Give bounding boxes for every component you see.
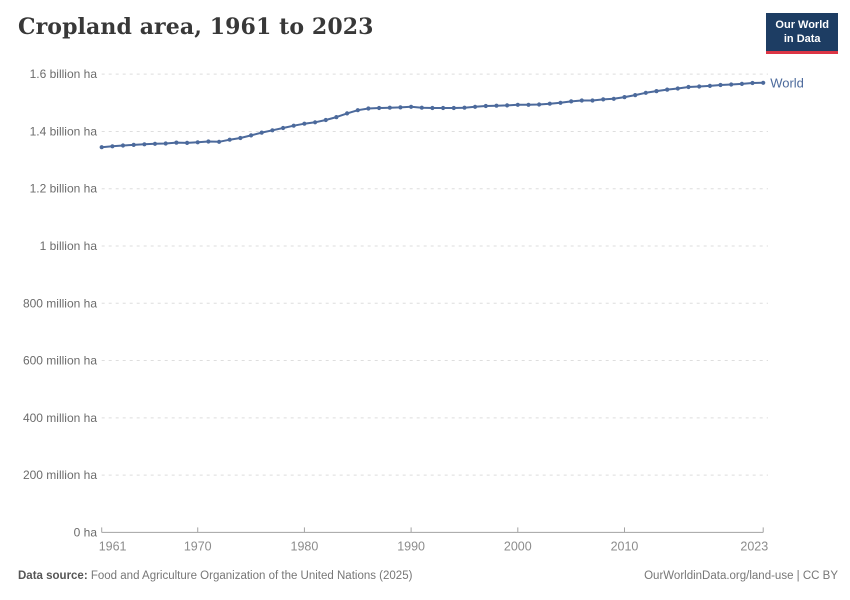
data-point [313, 120, 318, 125]
data-point [281, 125, 286, 131]
x-axis-label: 2010 [611, 539, 639, 553]
credit-link[interactable]: OurWorldinData.org/land-use | CC BY [644, 570, 838, 582]
data-point [291, 123, 296, 128]
world-series-line[interactable] [100, 81, 765, 149]
data-point [451, 105, 456, 111]
data-point [99, 145, 104, 150]
y-axis-label: 800 million ha [23, 296, 97, 310]
x-axis-label: 1980 [291, 539, 319, 553]
data-point [270, 128, 275, 133]
owid-logo-line1: Our World [775, 19, 829, 31]
y-axis-label: 600 million ha [23, 354, 97, 368]
data-point [398, 105, 403, 110]
data-point [547, 101, 552, 106]
data-point [174, 140, 179, 145]
data-point [163, 141, 168, 146]
data-point [473, 104, 478, 109]
data-point [131, 142, 136, 147]
data-point [462, 105, 467, 110]
data-point [323, 117, 328, 123]
data-point [387, 105, 392, 110]
data-point [537, 102, 542, 107]
y-axis-label: 400 million ha [23, 411, 97, 425]
data-point [355, 108, 360, 113]
data-source-text: Food and Agriculture Organization of the… [87, 570, 413, 582]
data-point [345, 111, 350, 116]
data-point [505, 103, 510, 108]
data-point [120, 143, 126, 148]
data-point [366, 106, 371, 111]
series-world[interactable]: World [99, 75, 804, 150]
y-axis-label: 0 ha [74, 525, 98, 539]
page-title: Cropland area, 1961 to 2023 [18, 14, 374, 40]
data-point [110, 144, 115, 149]
data-point [419, 105, 424, 110]
data-point [377, 105, 382, 111]
y-axis-label: 1.2 billion ha [30, 182, 98, 196]
data-point [675, 86, 680, 91]
data-point [601, 97, 606, 102]
data-point [217, 139, 222, 144]
x-axis-label: 2000 [504, 539, 532, 553]
data-point [526, 102, 531, 107]
y-axis-label: 1.6 billion ha [30, 67, 98, 81]
x-axis-label: 1990 [397, 539, 425, 553]
data-point [579, 98, 584, 103]
owid-logo[interactable]: Our World in Data [766, 13, 838, 54]
data-point [707, 83, 713, 88]
x-axis-label: 1961 [99, 539, 127, 553]
data-point [590, 98, 595, 103]
data-point [249, 133, 254, 138]
data-point [665, 87, 670, 92]
owid-logo-line2: in Data [783, 33, 821, 46]
data-point [718, 82, 723, 88]
data-point [259, 130, 264, 135]
series-label-world[interactable]: World [770, 75, 804, 90]
y-axis-label: 1 billion ha [40, 239, 98, 253]
data-point [302, 121, 307, 126]
data-point [227, 137, 232, 142]
data-point [750, 80, 755, 86]
data-point [152, 141, 158, 146]
data-point [195, 140, 200, 145]
y-axis-label: 200 million ha [23, 468, 97, 482]
data-point [142, 142, 147, 147]
data-point [633, 93, 638, 98]
data-point [238, 135, 243, 141]
data-point [334, 115, 339, 120]
data-point [729, 82, 734, 87]
data-point [761, 80, 766, 85]
data-point [622, 95, 627, 100]
data-point [643, 90, 648, 95]
data-point [654, 89, 659, 94]
data-point [409, 104, 414, 109]
y-axis-label: 1.4 billion ha [30, 124, 98, 138]
line-chart-canvas: 0 ha 200 million ha 400 million ha 600 mill… [23, 67, 804, 553]
data-point [569, 99, 574, 104]
x-axis-label: 2023 [740, 539, 768, 553]
footer: Data source: Food and Agriculture Organi… [18, 570, 838, 582]
data-point [739, 81, 745, 86]
data-point [441, 105, 446, 111]
data-point [430, 105, 435, 111]
data-point [483, 103, 488, 109]
data-point [494, 103, 499, 108]
data-point [697, 84, 702, 89]
data-point [206, 139, 211, 144]
data-point [558, 100, 563, 105]
data-point [611, 96, 616, 101]
data-source-note: Data source: Food and Agriculture Organi… [18, 570, 412, 582]
data-point [686, 84, 691, 90]
data-point [515, 102, 520, 107]
x-axis-label: 1970 [184, 539, 212, 553]
data-source-label: Data source: [18, 570, 88, 582]
data-point [185, 140, 190, 145]
